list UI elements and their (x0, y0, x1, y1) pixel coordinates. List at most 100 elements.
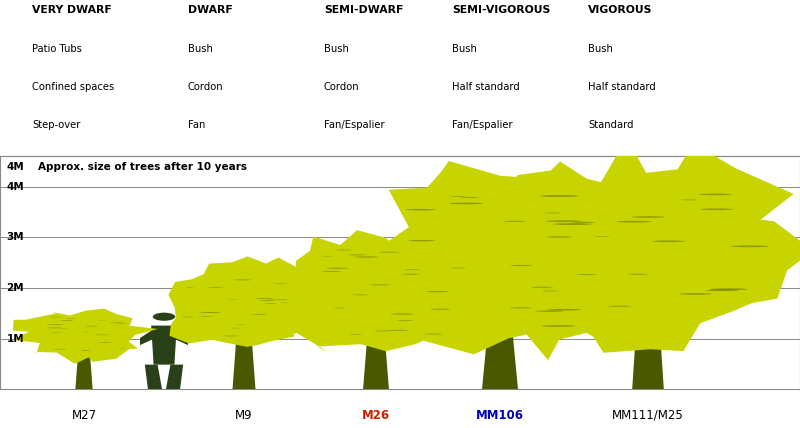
Text: Patio Tubs: Patio Tubs (32, 44, 82, 54)
Ellipse shape (535, 310, 563, 312)
Ellipse shape (85, 326, 97, 327)
Ellipse shape (546, 220, 581, 222)
Ellipse shape (256, 298, 273, 299)
Ellipse shape (701, 208, 734, 210)
Ellipse shape (54, 349, 66, 350)
Ellipse shape (397, 320, 414, 321)
Text: 4M: 4M (6, 162, 24, 172)
Polygon shape (13, 309, 158, 364)
Ellipse shape (681, 199, 697, 200)
Ellipse shape (116, 323, 126, 324)
Ellipse shape (710, 288, 748, 290)
Polygon shape (151, 326, 177, 365)
Ellipse shape (409, 240, 435, 241)
Ellipse shape (208, 287, 223, 288)
Ellipse shape (572, 222, 596, 223)
Text: Bush: Bush (188, 44, 213, 54)
Ellipse shape (47, 324, 64, 325)
Ellipse shape (389, 330, 410, 331)
Ellipse shape (430, 309, 450, 310)
Ellipse shape (111, 322, 123, 323)
Ellipse shape (51, 332, 61, 333)
Ellipse shape (706, 289, 738, 291)
Ellipse shape (652, 241, 686, 242)
Ellipse shape (266, 299, 276, 300)
Polygon shape (363, 335, 389, 389)
Text: Fan/Espalier: Fan/Espalier (452, 120, 513, 130)
Text: Half standard: Half standard (452, 82, 520, 92)
Text: Confined spaces: Confined spaces (32, 82, 114, 92)
Ellipse shape (510, 307, 532, 309)
Polygon shape (174, 329, 188, 345)
Text: Bush: Bush (588, 44, 613, 54)
Polygon shape (463, 138, 800, 353)
Ellipse shape (199, 312, 221, 313)
Ellipse shape (322, 271, 341, 272)
Ellipse shape (594, 236, 610, 237)
Ellipse shape (503, 221, 526, 222)
Polygon shape (166, 365, 183, 389)
Ellipse shape (608, 306, 631, 307)
Ellipse shape (46, 327, 62, 328)
Ellipse shape (547, 309, 582, 311)
Text: MM106: MM106 (476, 409, 524, 422)
Polygon shape (145, 365, 162, 389)
Ellipse shape (546, 236, 572, 238)
Ellipse shape (374, 330, 390, 331)
Ellipse shape (627, 274, 648, 275)
Ellipse shape (199, 316, 213, 317)
Text: Bush: Bush (452, 44, 477, 54)
Text: 3M: 3M (6, 232, 24, 242)
Ellipse shape (406, 209, 436, 211)
Text: 1M: 1M (6, 334, 24, 344)
Ellipse shape (542, 325, 575, 327)
Ellipse shape (251, 314, 267, 315)
Ellipse shape (153, 313, 175, 321)
Text: 4M: 4M (6, 181, 24, 192)
Text: SEMI-VIGOROUS: SEMI-VIGOROUS (452, 5, 550, 15)
Text: Bush: Bush (324, 44, 349, 54)
Text: M9: M9 (235, 409, 253, 422)
Ellipse shape (326, 268, 349, 269)
Ellipse shape (98, 342, 111, 343)
Ellipse shape (259, 300, 275, 301)
Polygon shape (233, 338, 255, 389)
Text: Cordon: Cordon (188, 82, 224, 92)
Ellipse shape (390, 314, 414, 315)
Polygon shape (275, 230, 477, 351)
Ellipse shape (405, 269, 420, 270)
Ellipse shape (379, 252, 399, 253)
Text: DWARF: DWARF (188, 5, 233, 15)
Ellipse shape (234, 279, 251, 280)
Text: Half standard: Half standard (588, 82, 656, 92)
Ellipse shape (348, 254, 367, 256)
Ellipse shape (425, 333, 442, 334)
Ellipse shape (540, 195, 579, 197)
Polygon shape (75, 351, 93, 389)
Ellipse shape (235, 324, 246, 325)
Ellipse shape (617, 221, 652, 223)
Ellipse shape (274, 283, 287, 284)
Ellipse shape (698, 193, 731, 195)
Text: M27: M27 (71, 409, 97, 422)
Text: VERY DWARF: VERY DWARF (32, 5, 112, 15)
Text: Cordon: Cordon (324, 82, 360, 92)
Ellipse shape (264, 303, 277, 304)
Ellipse shape (354, 256, 379, 258)
Text: SEMI-DWARF: SEMI-DWARF (324, 5, 403, 15)
Text: Standard: Standard (588, 120, 634, 130)
Ellipse shape (450, 196, 466, 197)
Text: M26: M26 (362, 409, 390, 422)
Ellipse shape (510, 265, 533, 266)
Polygon shape (382, 161, 635, 360)
Ellipse shape (353, 294, 369, 295)
Ellipse shape (577, 274, 597, 275)
Ellipse shape (450, 202, 483, 204)
Ellipse shape (553, 223, 592, 225)
Text: Approx. size of trees after 10 years: Approx. size of trees after 10 years (38, 162, 247, 172)
Ellipse shape (370, 284, 390, 285)
Ellipse shape (66, 318, 76, 319)
Ellipse shape (531, 287, 554, 288)
Ellipse shape (59, 320, 74, 321)
Ellipse shape (426, 291, 449, 292)
